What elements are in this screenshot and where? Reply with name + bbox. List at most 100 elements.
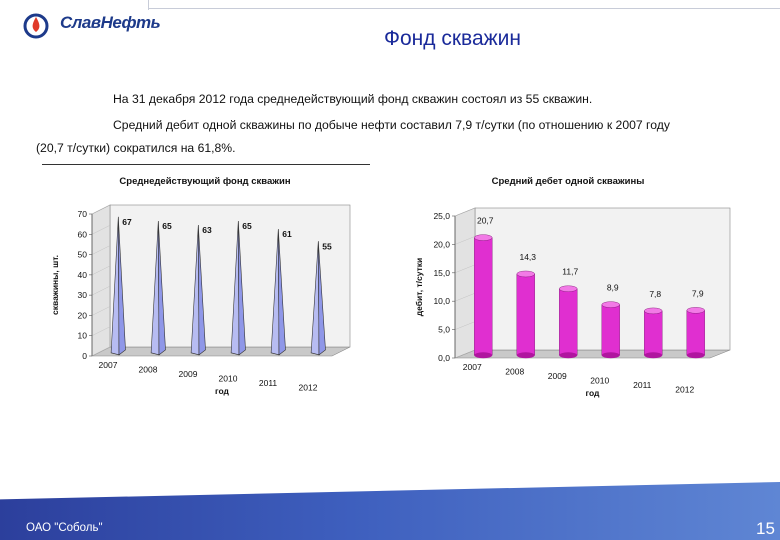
data-bar [516, 270, 535, 359]
bar-body [686, 310, 705, 356]
chart-well-fund: 0 10 20 30 40 50 60 70 Среднедействующий фонд ск… [50, 176, 351, 396]
data-bar [474, 234, 493, 359]
bar-face-right [238, 220, 246, 356]
chart-title: Средний дебет одной скважины [492, 176, 645, 187]
x-tick-label: 2007 [463, 362, 482, 372]
data-bar [110, 216, 126, 356]
bar-top [559, 285, 578, 292]
y-tick-label: 0 [82, 351, 87, 361]
bar-body [516, 273, 535, 356]
bar-bottom [644, 352, 663, 359]
data-label: 61 [282, 229, 292, 239]
gridline [454, 349, 476, 359]
chart-side-wall [454, 207, 476, 359]
gridline [454, 236, 476, 245]
page-number: 15 [756, 519, 775, 538]
chart-side-wall [91, 204, 111, 357]
bar-face-right [278, 229, 286, 356]
separator-line [42, 164, 370, 165]
data-label: 11,7 [562, 267, 578, 277]
y-tick-label: 70 [78, 209, 88, 219]
bar-face-right [118, 216, 126, 356]
y-axis-label: скважины, шт. [50, 255, 60, 315]
bar-top [644, 307, 663, 315]
x-axis-label: год [215, 386, 230, 396]
data-bar [686, 307, 705, 359]
bar-bottom [601, 352, 620, 359]
footer-band [0, 482, 780, 540]
company-logo: СлавНефть [22, 12, 161, 40]
logo-text: СлавНефть [60, 13, 161, 32]
data-bar [190, 225, 206, 356]
gridline [454, 207, 476, 217]
gridline [91, 265, 111, 276]
y-tick-label: 5,0 [438, 325, 450, 335]
gridline [91, 326, 111, 336]
footer-company: ОАО "Соболь" [26, 522, 103, 534]
data-label: 7,8 [649, 289, 661, 299]
page-title: Фонд скважин [384, 27, 521, 50]
gridline [91, 346, 111, 357]
y-axis-label: дебит, т/сутки [414, 258, 424, 316]
x-tick-label: 2011 [259, 378, 278, 388]
x-tick-label: 2008 [505, 367, 524, 377]
paragraph-debit-line1: Средний дебит одной скважины по добыче н… [113, 118, 670, 132]
y-tick-label: 50 [78, 250, 88, 260]
gridline [91, 225, 111, 235]
x-tick-label: 2012 [675, 385, 694, 395]
data-label: 65 [162, 221, 172, 231]
data-label: 67 [122, 217, 132, 227]
data-label: 14,3 [519, 252, 536, 262]
logo-drop-icon [23, 13, 49, 39]
bar-bottom [516, 352, 535, 359]
bar-body [644, 310, 663, 356]
gridline [91, 204, 111, 215]
x-tick-label: 2012 [299, 383, 318, 393]
gridline [91, 306, 111, 316]
x-tick-label: 2010 [590, 376, 609, 386]
paragraph-fund: На 31 декабря 2012 года среднедействующи… [113, 92, 593, 106]
y-tick-label: 20 [78, 310, 88, 320]
gridline [91, 285, 111, 296]
bar-bottom [559, 352, 578, 359]
x-tick-label: 2008 [139, 365, 158, 375]
gridline [454, 321, 476, 330]
header-divider-vertical [148, 0, 149, 10]
y-tick-label: 40 [78, 270, 88, 280]
x-tick-label: 2011 [633, 380, 652, 390]
header-divider [148, 8, 780, 9]
y-tick-label: 0,0 [438, 353, 450, 363]
x-tick-label: 2010 [219, 374, 238, 384]
x-tick-label: 2009 [179, 369, 198, 379]
y-tick-label: 20,0 [433, 239, 450, 249]
data-label: 20,7 [477, 216, 494, 226]
data-bar [270, 229, 286, 356]
y-tick-label: 15,0 [433, 268, 450, 278]
bar-face-right [198, 225, 206, 356]
data-label: 8,9 [607, 283, 619, 293]
gridline [454, 264, 476, 273]
bar-bottom [474, 352, 493, 359]
data-bar [150, 220, 166, 356]
x-tick-label: 2007 [99, 360, 118, 370]
y-tick-label: 60 [78, 229, 88, 239]
y-tick-label: 10,0 [433, 296, 450, 306]
bar-face-right [158, 220, 166, 356]
gridline [454, 293, 476, 302]
bar-body [601, 304, 620, 356]
chart-title: Среднедействующий фонд скважин [119, 176, 290, 187]
data-bar [601, 301, 620, 359]
bar-bottom [686, 352, 705, 359]
data-bar [230, 220, 246, 356]
data-label: 7,9 [692, 288, 704, 298]
chart-well-debit: 0,0 5,0 10,0 15,0 20,0 25,0 Средний дебет одно… [414, 176, 731, 398]
bar-top [601, 301, 620, 308]
bar-body [559, 288, 578, 356]
gridline [91, 245, 111, 255]
data-bar [310, 241, 326, 356]
data-label: 65 [242, 221, 252, 231]
y-tick-label: 30 [78, 290, 88, 300]
y-tick-label: 10 [78, 331, 88, 341]
y-tick-label: 25,0 [433, 211, 450, 221]
data-label: 55 [322, 241, 332, 251]
